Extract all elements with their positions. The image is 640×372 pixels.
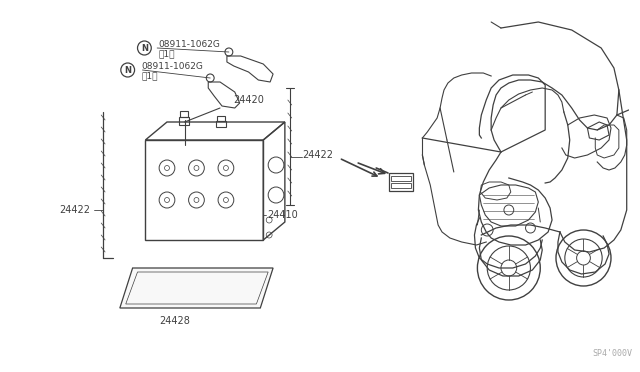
Bar	[391, 183, 411, 188]
Text: 24422: 24422	[303, 150, 333, 160]
Text: SP4'000V: SP4'000V	[593, 349, 632, 358]
Text: 24410: 24410	[267, 210, 298, 220]
Text: 08911-1062G: 08911-1062G	[158, 39, 220, 48]
Text: （1）: （1）	[158, 49, 175, 58]
Text: 24422: 24422	[59, 205, 90, 215]
Bar	[389, 173, 413, 191]
Bar	[145, 140, 263, 240]
Text: 24428: 24428	[159, 316, 190, 326]
Text: N: N	[124, 65, 131, 74]
Text: （1）: （1）	[141, 71, 158, 80]
Bar	[180, 111, 188, 117]
Bar	[391, 176, 411, 181]
Bar	[217, 116, 225, 121]
Bar	[179, 117, 189, 125]
Text: 24420: 24420	[233, 95, 264, 105]
Bar	[216, 121, 226, 127]
Polygon shape	[120, 268, 273, 308]
Text: N: N	[141, 44, 148, 52]
Text: 08911-1062G: 08911-1062G	[141, 61, 204, 71]
